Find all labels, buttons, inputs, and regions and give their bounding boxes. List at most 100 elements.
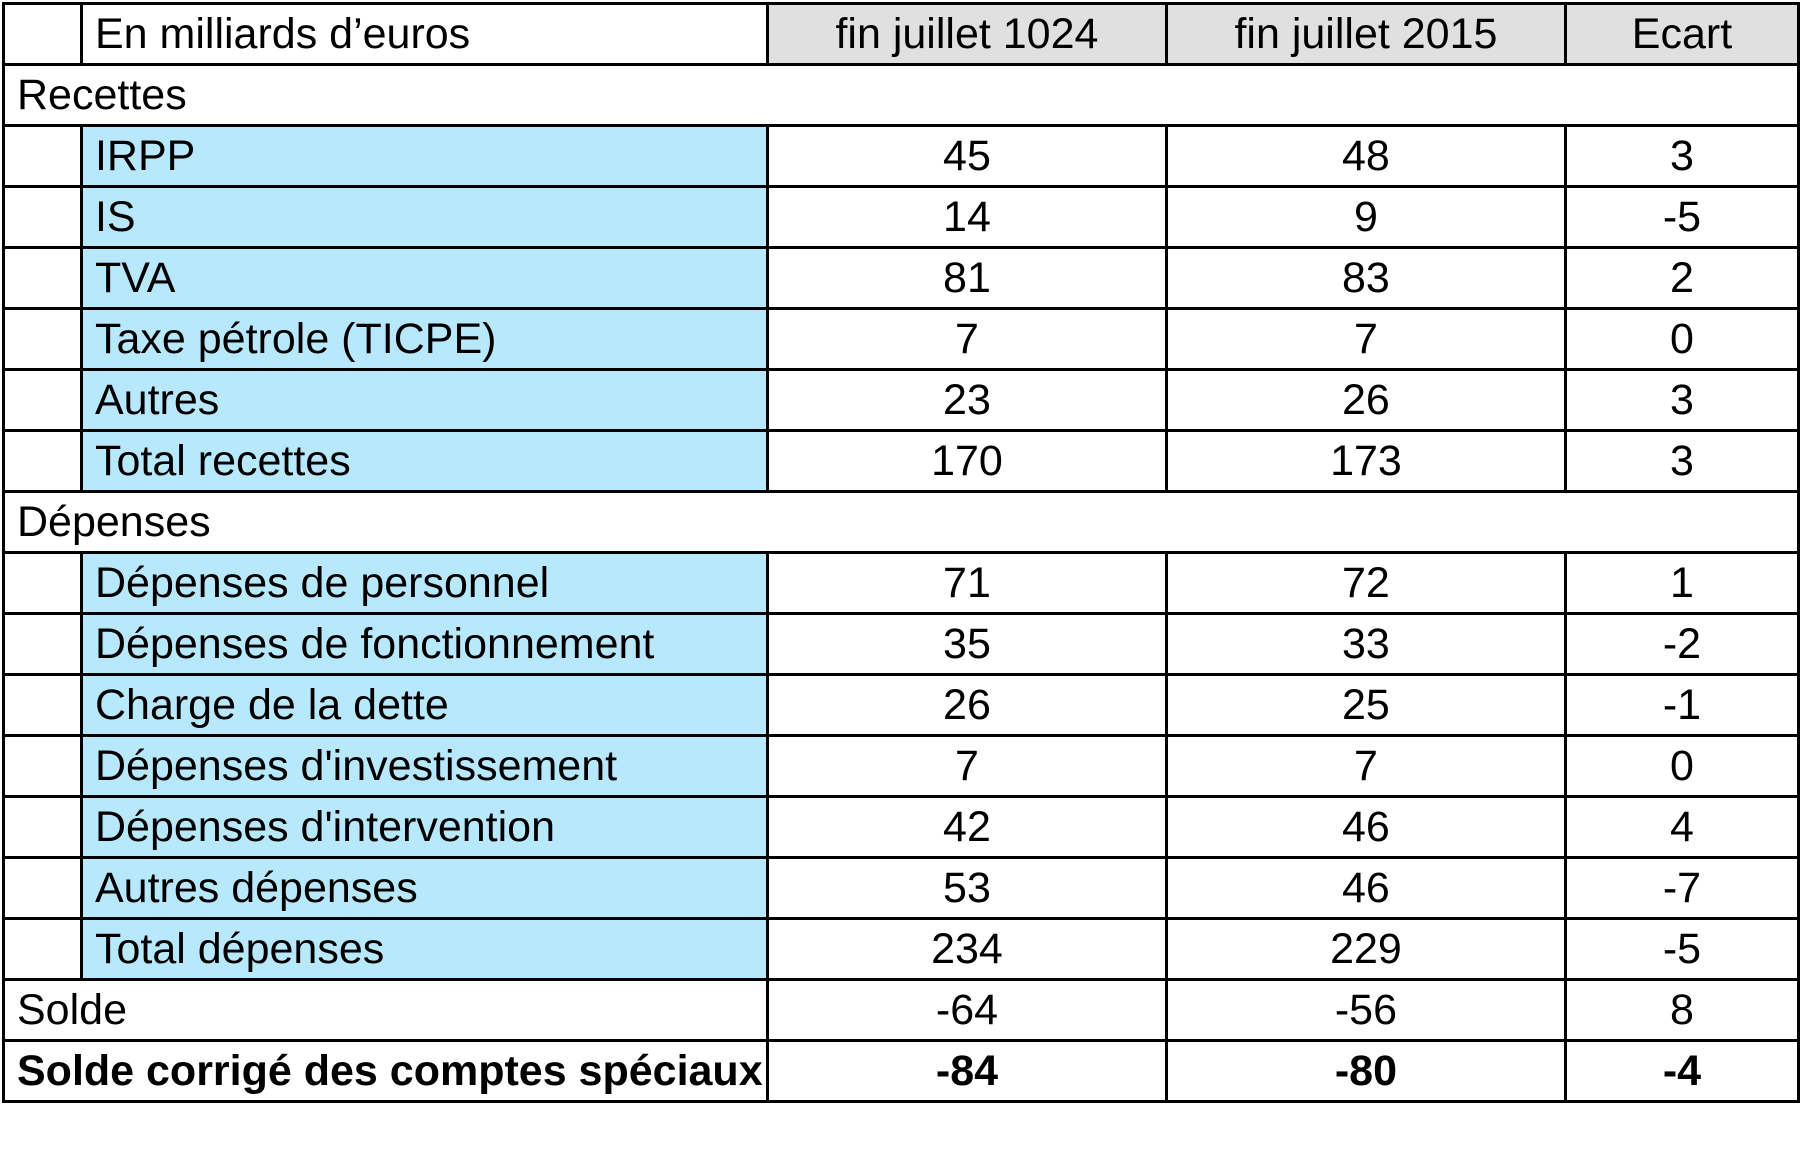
value-2014: 234 <box>765 917 1168 981</box>
section-recettes-title: Recettes <box>2 63 1800 127</box>
value-2015: 48 <box>1164 124 1567 188</box>
indent-cell <box>2 246 83 310</box>
table-row: Charge de la dette 26 25 -1 <box>2 673 1800 737</box>
value-ecart: 2 <box>1563 246 1800 310</box>
value-2014: 45 <box>765 124 1168 188</box>
value-2015: 7 <box>1164 307 1567 371</box>
indent-cell <box>2 185 83 249</box>
solde-value-2014: -64 <box>765 978 1168 1042</box>
table-row: IS 14 9 -5 <box>2 185 1800 249</box>
table-row: Dépenses de fonctionnement 35 33 -2 <box>2 612 1800 676</box>
solde-corrige-value-2014: -84 <box>765 1039 1168 1103</box>
total-recettes-row: Total recettes 170 173 3 <box>2 429 1800 493</box>
value-2014: 14 <box>765 185 1168 249</box>
value-2015: 72 <box>1164 551 1567 615</box>
row-label: Dépenses de personnel <box>79 551 769 615</box>
value-ecart: 0 <box>1563 307 1800 371</box>
value-2015: 33 <box>1164 612 1567 676</box>
header-row: En milliards d’euros fin juillet 1024 fi… <box>2 2 1800 66</box>
section-depenses-title: Dépenses <box>2 490 1800 554</box>
table-row: Autres dépenses 53 46 -7 <box>2 856 1800 920</box>
solde-row: Solde -64 -56 8 <box>2 978 1800 1042</box>
value-2015: 9 <box>1164 185 1567 249</box>
value-2014: 53 <box>765 856 1168 920</box>
row-label: Charge de la dette <box>79 673 769 737</box>
value-2014: 23 <box>765 368 1168 432</box>
table-row: Dépenses d'investissement 7 7 0 <box>2 734 1800 798</box>
value-2015: 46 <box>1164 795 1567 859</box>
row-label: Dépenses d'intervention <box>79 795 769 859</box>
table-row: IRPP 45 48 3 <box>2 124 1800 188</box>
row-label: IRPP <box>79 124 769 188</box>
header-col-ecart: Ecart <box>1563 2 1800 66</box>
value-ecart: -5 <box>1563 917 1800 981</box>
value-2015: 25 <box>1164 673 1567 737</box>
solde-value-ecart: 8 <box>1563 978 1800 1042</box>
value-2014: 170 <box>765 429 1168 493</box>
value-2014: 7 <box>765 307 1168 371</box>
header-col-2015: fin juillet 2015 <box>1164 2 1567 66</box>
indent-cell <box>2 612 83 676</box>
solde-corrige-row: Solde corrigé des comptes spéciaux -84 -… <box>2 1039 1800 1103</box>
value-2014: 71 <box>765 551 1168 615</box>
value-ecart: -5 <box>1563 185 1800 249</box>
value-2014: 42 <box>765 795 1168 859</box>
indent-cell <box>2 795 83 859</box>
row-label: Total dépenses <box>79 917 769 981</box>
value-ecart: 3 <box>1563 124 1800 188</box>
table-row: Dépenses d'intervention 42 46 4 <box>2 795 1800 859</box>
value-ecart: 1 <box>1563 551 1800 615</box>
budget-table: En milliards d’euros fin juillet 1024 fi… <box>2 2 1800 1103</box>
row-label: Autres dépenses <box>79 856 769 920</box>
value-2015: 83 <box>1164 246 1567 310</box>
header-corner-cell <box>2 2 83 66</box>
value-2015: 26 <box>1164 368 1567 432</box>
indent-cell <box>2 856 83 920</box>
value-ecart: -7 <box>1563 856 1800 920</box>
solde-corrige-label: Solde corrigé des comptes spéciaux <box>2 1039 769 1103</box>
row-label: Dépenses de fonctionnement <box>79 612 769 676</box>
row-label: TVA <box>79 246 769 310</box>
value-2015: 7 <box>1164 734 1567 798</box>
value-ecart: 4 <box>1563 795 1800 859</box>
solde-value-2015: -56 <box>1164 978 1567 1042</box>
indent-cell <box>2 368 83 432</box>
table-row: Dépenses de personnel 71 72 1 <box>2 551 1800 615</box>
solde-corrige-value-2015: -80 <box>1164 1039 1567 1103</box>
value-2015: 229 <box>1164 917 1567 981</box>
value-2014: 7 <box>765 734 1168 798</box>
indent-cell <box>2 917 83 981</box>
value-2014: 26 <box>765 673 1168 737</box>
table-body: En milliards d’euros fin juillet 1024 fi… <box>2 2 1800 1103</box>
row-label: Dépenses d'investissement <box>79 734 769 798</box>
value-2015: 173 <box>1164 429 1567 493</box>
row-label: Autres <box>79 368 769 432</box>
value-2014: 81 <box>765 246 1168 310</box>
solde-corrige-value-ecart: -4 <box>1563 1039 1800 1103</box>
indent-cell <box>2 734 83 798</box>
value-2014: 35 <box>765 612 1168 676</box>
indent-cell <box>2 673 83 737</box>
indent-cell <box>2 429 83 493</box>
row-label: Taxe pétrole (TICPE) <box>79 307 769 371</box>
table-row: Taxe pétrole (TICPE) 7 7 0 <box>2 307 1800 371</box>
total-depenses-row: Total dépenses 234 229 -5 <box>2 917 1800 981</box>
indent-cell <box>2 551 83 615</box>
solde-label: Solde <box>2 978 769 1042</box>
header-col-2014: fin juillet 1024 <box>765 2 1168 66</box>
table-row: TVA 81 83 2 <box>2 246 1800 310</box>
row-label: IS <box>79 185 769 249</box>
value-ecart: 3 <box>1563 429 1800 493</box>
indent-cell <box>2 124 83 188</box>
indent-cell <box>2 307 83 371</box>
section-recettes-row: Recettes <box>2 63 1800 127</box>
value-ecart: 3 <box>1563 368 1800 432</box>
value-2015: 46 <box>1164 856 1567 920</box>
table-row: Autres 23 26 3 <box>2 368 1800 432</box>
value-ecart: 0 <box>1563 734 1800 798</box>
value-ecart: -2 <box>1563 612 1800 676</box>
value-ecart: -1 <box>1563 673 1800 737</box>
section-depenses-row: Dépenses <box>2 490 1800 554</box>
header-unit-label: En milliards d’euros <box>79 2 769 66</box>
row-label: Total recettes <box>79 429 769 493</box>
